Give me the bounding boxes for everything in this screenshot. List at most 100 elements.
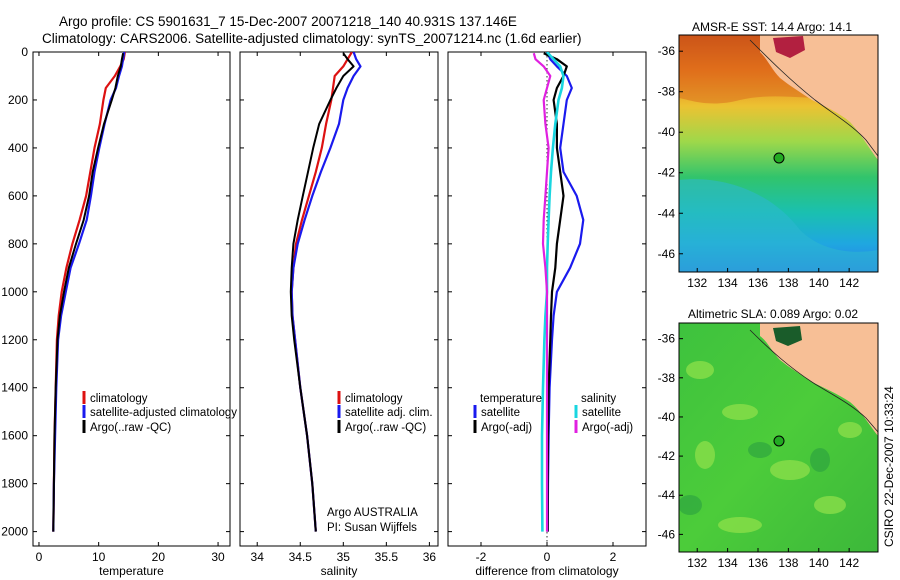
x-tick-label: 2 bbox=[610, 550, 617, 564]
y-tick-label: 1400 bbox=[1, 381, 28, 395]
sst-cool-patch bbox=[679, 179, 878, 272]
series-line-argo-raw-qc bbox=[289, 52, 355, 532]
pi-note: PI: Susan Wijffels bbox=[327, 522, 417, 534]
sst-shelf-contour bbox=[749, 39, 878, 157]
y-tick-label: 2000 bbox=[1, 525, 28, 539]
figure-title-line1: Argo profile: CS 5901631_7 15-Dec-2007 2… bbox=[59, 14, 517, 29]
map-y-tick-label: -36 bbox=[658, 332, 676, 346]
x-tick-label: 0 bbox=[544, 550, 551, 564]
sla-island bbox=[773, 326, 802, 346]
sst-map-title: AMSR-E SST: 14.4 Argo: 14.1 bbox=[692, 20, 852, 34]
map-x-tick-label: 136 bbox=[748, 276, 768, 290]
legend-label-satellite: satellite-adjusted climatology bbox=[90, 407, 237, 419]
temperature-legend: climatology satellite-adjusted climatolo… bbox=[82, 391, 237, 434]
sla-map-title: Altimetric SLA: 0.089 Argo: 0.02 bbox=[688, 307, 858, 321]
map-x-tick-label: 134 bbox=[718, 556, 738, 570]
y-tick-label: 400 bbox=[8, 141, 28, 155]
map-y-tick-label: -40 bbox=[658, 125, 676, 139]
map-x-tick-label: 140 bbox=[809, 556, 829, 570]
map-x-tick-label: 142 bbox=[839, 556, 859, 570]
map-y-tick-label: -42 bbox=[658, 449, 676, 463]
map-y-tick-label: -44 bbox=[658, 488, 676, 502]
map-x-tick-label: 138 bbox=[778, 556, 798, 570]
program-note: Argo AUSTRALIA bbox=[327, 507, 418, 519]
map-x-tick-label: 132 bbox=[687, 556, 707, 570]
legend-label-climatology: climatology bbox=[90, 393, 148, 405]
series-line-salinity-argo-adj bbox=[532, 52, 552, 532]
legend-label-argo: Argo(..raw -QC) bbox=[90, 422, 171, 434]
difference-legend: temperature satellite Argo(-adj) salinit… bbox=[473, 393, 633, 434]
legend-label-argo: Argo(..raw -QC) bbox=[345, 422, 426, 434]
sst-land bbox=[760, 35, 878, 160]
plot-frame bbox=[239, 51, 439, 547]
map-y-tick-label: -42 bbox=[658, 166, 676, 180]
map-x-tick-label: 142 bbox=[839, 276, 859, 290]
y-tick-label: 1200 bbox=[1, 333, 28, 347]
plot-frame bbox=[32, 51, 231, 547]
map-x-tick-label: 140 bbox=[809, 276, 829, 290]
x-tick-label: 10 bbox=[92, 550, 106, 564]
x-tick-label: 0 bbox=[36, 550, 43, 564]
map-y-tick-label: -40 bbox=[658, 410, 676, 424]
x-tick-label: 34 bbox=[251, 550, 265, 564]
series-group bbox=[52, 52, 126, 532]
map-x-tick-label: 132 bbox=[687, 276, 707, 290]
series-line-climatology bbox=[290, 52, 353, 532]
map-x-tick-label: 138 bbox=[778, 276, 798, 290]
legend-header-salinity: salinity bbox=[581, 393, 616, 405]
sst-map: AMSR-E SST: 14.4 Argo: 14.1 132 134 136 138… bbox=[658, 20, 879, 290]
salinity-legend: climatology satellite adj. clim. Argo(..… bbox=[337, 391, 433, 434]
sst-island bbox=[773, 36, 805, 58]
sla-dark-blobs bbox=[679, 442, 830, 515]
temperature-panel: 0 200 400 600 800 1000 1200 1400 1600 1800 2000 0 10… bbox=[1, 45, 231, 578]
map-x-tick-label: 134 bbox=[718, 276, 738, 290]
legend-label-temp-satellite: satellite bbox=[481, 407, 520, 419]
x-axis-label: difference from climatology bbox=[475, 564, 618, 578]
series-line-argo-raw-qc bbox=[52, 53, 125, 532]
y-tick-label: 600 bbox=[8, 189, 28, 203]
salinity-panel: 34 34.5 35 35.5 36 salinity bbox=[239, 51, 439, 578]
y-tick-label: 800 bbox=[8, 237, 28, 251]
y-tick-label: 1000 bbox=[1, 285, 28, 299]
sla-float-marker bbox=[773, 435, 785, 447]
y-tick-label: 1800 bbox=[1, 477, 28, 491]
map-y-tick-label: -38 bbox=[658, 371, 676, 385]
sla-shelf-contour bbox=[749, 329, 878, 433]
legend-label-sal-satellite: satellite bbox=[582, 407, 621, 419]
series-group bbox=[532, 52, 585, 532]
x-tick-label: 35.5 bbox=[375, 550, 399, 564]
y-tick-label: 0 bbox=[21, 45, 28, 59]
sla-map: Altimetric SLA: 0.089 Argo: 0.02 bbox=[658, 307, 879, 570]
sla-map-axes: 132 134 136 138 140 142 -36 -38 -40 -42 -44 -46 bbox=[658, 332, 860, 570]
legend-label-sal-argo: Argo(-adj) bbox=[582, 422, 633, 434]
legend-label-satellite: satellite adj. clim. bbox=[345, 407, 433, 419]
legend-label-climatology: climatology bbox=[345, 393, 403, 405]
sst-float-marker bbox=[773, 152, 785, 164]
x-tick-label: -2 bbox=[476, 550, 487, 564]
x-tick-label: 30 bbox=[211, 550, 225, 564]
series-line-salinity-satellite bbox=[540, 52, 565, 532]
map-y-tick-label: -46 bbox=[658, 247, 676, 261]
series-line-temperature-satellite bbox=[546, 52, 585, 532]
x-tick-label: 35 bbox=[337, 550, 351, 564]
x-axis-label: temperature bbox=[99, 564, 164, 578]
sst-map-axes: 132 134 136 138 140 142 -36 -38 -40 -42 -44 -46 bbox=[658, 44, 860, 290]
figure-title-line2: Climatology: CARS2006. Satellite-adjuste… bbox=[42, 31, 582, 46]
x-tick-label: 20 bbox=[152, 550, 166, 564]
map-y-tick-label: -46 bbox=[658, 527, 676, 541]
x-tick-label: 36 bbox=[423, 550, 437, 564]
map-y-tick-label: -38 bbox=[658, 85, 676, 99]
legend-label-temp-argo: Argo(-adj) bbox=[481, 422, 532, 434]
y-tick-label: 1600 bbox=[1, 429, 28, 443]
side-timestamp-label: CSIRO 22-Dec-2007 10:33:24 bbox=[882, 386, 896, 547]
x-tick-label: 34.5 bbox=[289, 550, 313, 564]
map-y-tick-label: -36 bbox=[658, 44, 676, 58]
sla-blobs bbox=[686, 361, 862, 533]
map-x-tick-label: 136 bbox=[748, 556, 768, 570]
legend-header-temperature: temperature bbox=[480, 393, 542, 405]
y-tick-label: 200 bbox=[8, 93, 28, 107]
series-group bbox=[289, 52, 362, 532]
x-axis-label: salinity bbox=[321, 564, 358, 578]
